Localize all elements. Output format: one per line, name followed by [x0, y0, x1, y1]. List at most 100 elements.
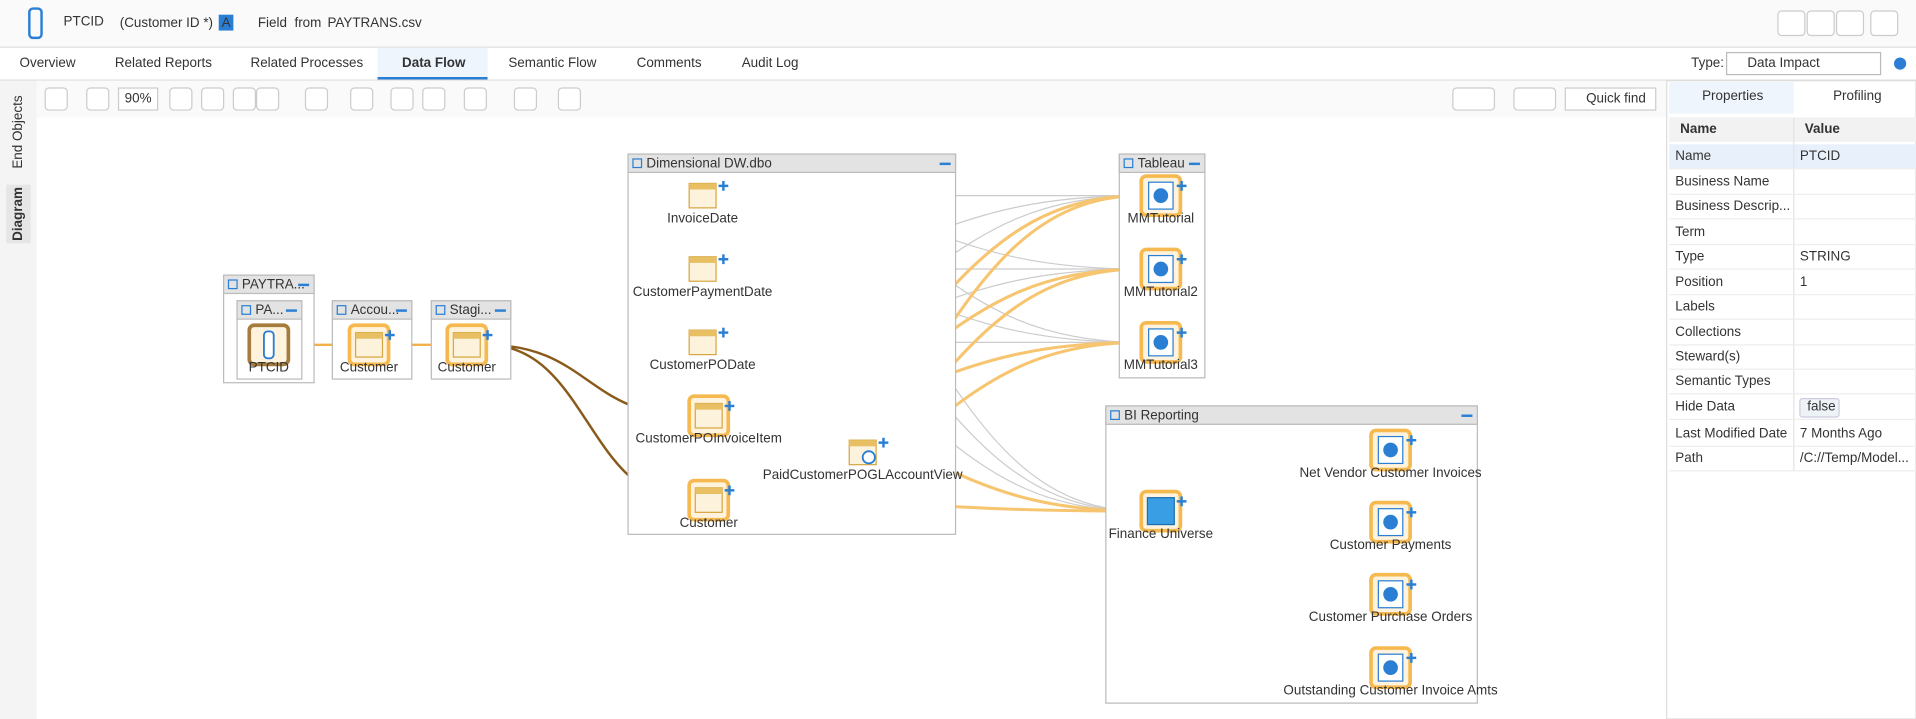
expand-plus-v[interactable]	[1180, 254, 1183, 265]
tool-button[interactable]	[463, 87, 487, 111]
tool-button[interactable]	[390, 87, 414, 111]
node-label[interactable]: Customer	[680, 515, 739, 530]
tool-button[interactable]	[1513, 87, 1557, 111]
group-icon	[435, 305, 446, 315]
node-label[interactable]: MMTutorial	[1128, 210, 1195, 225]
group-icon	[1110, 410, 1120, 421]
node-label[interactable]: MMTutorial3	[1124, 357, 1198, 372]
group-header	[1118, 153, 1206, 174]
tool-button[interactable]	[86, 87, 110, 111]
expand-plus-v[interactable]	[1180, 180, 1183, 191]
side-bar	[0, 80, 37, 719]
collapse-button[interactable]	[395, 309, 407, 312]
property-name: Last Modified Date	[1675, 426, 1787, 441]
group-icon	[227, 279, 238, 290]
node-label[interactable]: InvoiceDate	[667, 210, 738, 225]
property-value: 7 Months Ago	[1800, 426, 1882, 441]
tool-button[interactable]	[513, 87, 538, 111]
node-label[interactable]: Customer Purchase Orders	[1309, 609, 1473, 624]
tab[interactable]: Audit Log	[742, 55, 799, 70]
expand-plus-v[interactable]	[722, 327, 725, 338]
node-icon-pie	[1383, 514, 1398, 530]
tool-button[interactable]	[350, 87, 374, 111]
node-label[interactable]: CustomerPOInvoiceItem	[636, 431, 782, 446]
node-icon-head	[689, 256, 717, 263]
header-button[interactable]	[1835, 10, 1865, 37]
node-icon	[263, 330, 275, 360]
expand-plus-v[interactable]	[1410, 507, 1413, 518]
node-icon-head	[849, 440, 877, 447]
node-label[interactable]: CustomerPODate	[650, 357, 756, 372]
collapse-button[interactable]	[1461, 414, 1473, 417]
header-button[interactable]	[1806, 10, 1835, 37]
tool-button[interactable]	[232, 87, 256, 111]
panel-tab[interactable]: Properties	[1702, 88, 1764, 103]
property-value: PTCID	[1800, 148, 1841, 163]
side-tab[interactable]: End Objects	[10, 95, 25, 169]
expand-plus-v[interactable]	[486, 330, 489, 340]
type-value: Data Impact	[1747, 55, 1820, 70]
active-tab	[377, 47, 488, 80]
node-label[interactable]: Outstanding Customer Invoice Amts	[1283, 682, 1498, 697]
node-label[interactable]: MMTutorial2	[1124, 284, 1198, 299]
node-label[interactable]: Net Vendor Customer Invoices	[1299, 465, 1481, 480]
field-icon	[28, 7, 43, 40]
quick-find-box[interactable]	[1564, 87, 1657, 111]
tab[interactable]: Related Reports	[115, 55, 212, 70]
expand-plus-v[interactable]	[1410, 435, 1413, 446]
properties-panel	[1666, 80, 1916, 719]
quick-find: Quick find	[1586, 91, 1646, 106]
node-icon-pie	[1153, 188, 1169, 203]
node-label[interactable]: Finance Universe	[1109, 526, 1214, 541]
collapse-button[interactable]	[298, 283, 310, 287]
collapse-button[interactable]	[494, 309, 506, 312]
settings-icon[interactable]	[1894, 57, 1907, 70]
tool-button[interactable]	[422, 87, 446, 111]
expand-plus-v[interactable]	[722, 180, 725, 191]
collapse-button[interactable]	[1188, 162, 1200, 166]
panel-tab[interactable]: Profiling	[1833, 88, 1882, 103]
node-label[interactable]: Customer	[438, 360, 497, 375]
expand-plus-v[interactable]	[1180, 496, 1183, 507]
tool-button[interactable]	[255, 87, 280, 111]
expand-plus-v[interactable]	[1180, 327, 1183, 338]
tool-button[interactable]	[304, 87, 329, 111]
selected-row	[1669, 144, 1916, 169]
tab[interactable]: Data Flow	[402, 55, 466, 70]
tool-button[interactable]	[44, 87, 68, 111]
kind: Field	[258, 15, 287, 30]
collapse-button[interactable]	[939, 162, 951, 166]
tab[interactable]: Comments	[637, 55, 702, 70]
expand-plus-v[interactable]	[728, 401, 731, 411]
expand-plus-v[interactable]	[882, 437, 885, 448]
collapse-button[interactable]	[285, 309, 297, 312]
expand-plus-v[interactable]	[388, 330, 392, 340]
node-label[interactable]: Customer Payments	[1330, 537, 1452, 552]
tab[interactable]: Overview	[20, 55, 76, 70]
header-button[interactable]	[1777, 10, 1806, 37]
expand-plus-v[interactable]	[1410, 652, 1413, 663]
tab[interactable]: Semantic Flow	[508, 55, 596, 70]
side-tab[interactable]: Diagram	[10, 187, 25, 241]
expand-plus-v[interactable]	[1410, 579, 1413, 590]
node-label[interactable]: CustomerPaymentDate	[633, 284, 773, 299]
expand-plus-v[interactable]	[728, 485, 731, 496]
node-label[interactable]: PaidCustomerPOGLAccountView	[763, 467, 963, 482]
node-icon-pie	[1383, 660, 1398, 675]
node-icon-head	[355, 332, 383, 339]
node-label[interactable]: PTCID	[249, 360, 290, 375]
tab[interactable]: Related Processes	[250, 55, 363, 70]
tool-button[interactable]	[201, 87, 225, 111]
header-button[interactable]	[1870, 10, 1899, 37]
expand-plus-v[interactable]	[722, 254, 725, 265]
node-icon-lens	[861, 450, 876, 465]
column-header: Value	[1805, 121, 1841, 136]
type-select[interactable]	[1725, 51, 1882, 76]
tool-button[interactable]	[1452, 87, 1496, 111]
file[interactable]: PAYTRANS.csv	[327, 15, 422, 30]
tool-button[interactable]	[557, 87, 582, 111]
node-label[interactable]: Customer	[340, 360, 399, 375]
property-name: Business Descrip...	[1675, 198, 1790, 213]
tool-button[interactable]	[169, 87, 193, 111]
